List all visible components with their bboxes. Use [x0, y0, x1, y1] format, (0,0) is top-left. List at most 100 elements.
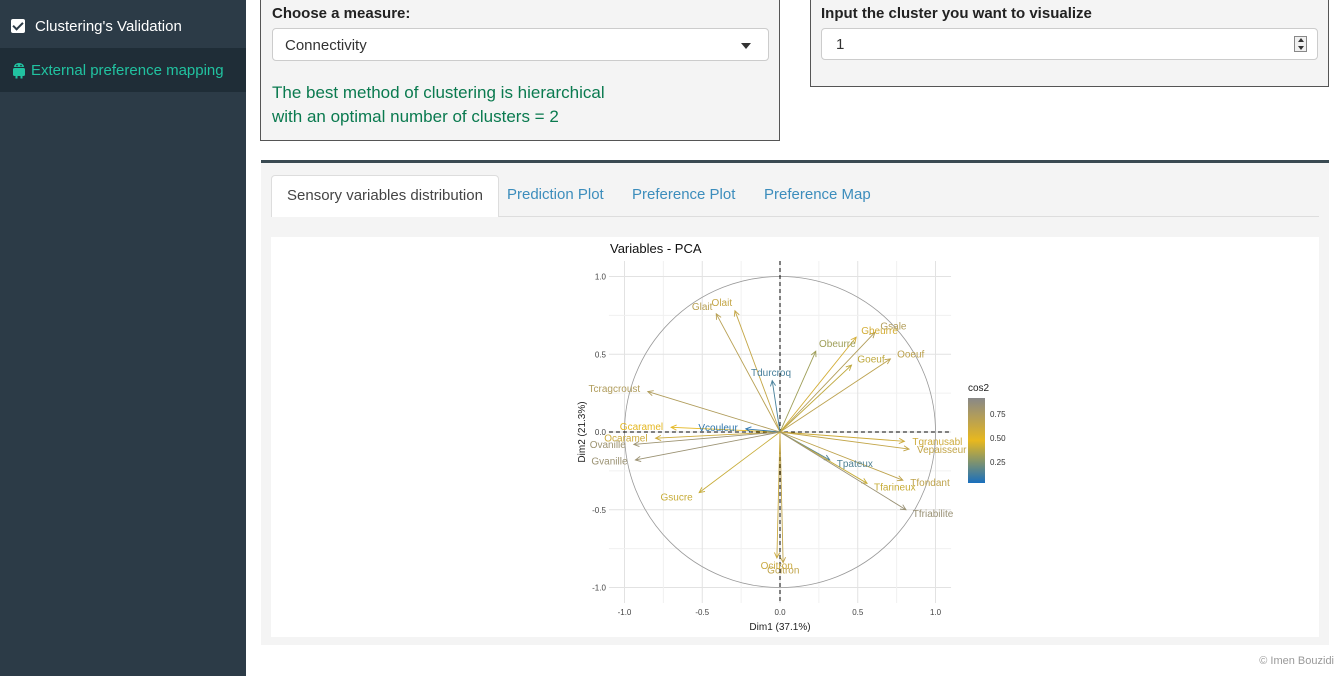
- measure-select-value: Connectivity: [285, 37, 367, 54]
- arrow-gcaramel: [671, 426, 781, 433]
- x-tick-label: 0.5: [852, 608, 864, 617]
- arrow-glait: [715, 313, 781, 433]
- arrow-gsucre: [698, 431, 781, 494]
- arrow-obeurre: [779, 350, 817, 433]
- arrowhead-obeurre: [810, 350, 817, 358]
- clustering-result: The best method of clustering is hierarc…: [272, 81, 605, 129]
- result-line-2: with an optimal number of clusters = 2: [272, 107, 559, 126]
- checkbox-icon: [11, 19, 25, 33]
- arrowhead-tfriabilite: [899, 504, 907, 511]
- plot-area: Variables - PCA -1.0 -0.5 0.0 0.5 1.0 -1.0 -0.…: [271, 237, 1319, 637]
- arrowhead-gcaramel: [670, 424, 677, 431]
- measure-box: Choose a measure: Connectivity The best …: [260, 0, 780, 141]
- tab-preference-map[interactable]: Preference Map: [764, 186, 871, 203]
- variable-label-vepaisseur: Vepaisseur: [917, 445, 967, 456]
- arrowhead-tfondant: [896, 475, 904, 482]
- chart-title: Variables - PCA: [610, 241, 702, 256]
- variable-label-vcouleur: Vcouleur: [698, 423, 738, 434]
- y-tick-label: -0.5: [592, 506, 606, 515]
- arrowhead-goeuf: [845, 364, 853, 371]
- variable-label-glait: Glait: [692, 302, 713, 313]
- sidebar-item-label: External preference mapping: [31, 61, 224, 79]
- arrowhead-ocaramel: [654, 434, 662, 441]
- sidebar-item-label: Clustering's Validation: [35, 17, 182, 35]
- arrowhead-vcouleur: [744, 426, 752, 433]
- variable-label-tfarineux: Tfarineux: [874, 482, 916, 493]
- arrow-tdurcroq: [771, 380, 781, 433]
- legend-tick: 0.25: [990, 458, 1006, 467]
- tab-prediction-plot[interactable]: Prediction Plot: [507, 186, 604, 203]
- variable-label-ovanille: Ovanille: [590, 440, 627, 451]
- arrowhead-glait: [715, 312, 722, 320]
- legend-tick: 0.75: [990, 410, 1006, 419]
- variable-label-tpateux: Tpateux: [837, 459, 873, 470]
- variable-label-ocitron: Ocitron: [761, 561, 793, 572]
- cluster-input-value: 1: [836, 36, 845, 53]
- arrowhead-ocitron: [774, 552, 781, 559]
- tab-panel: Sensory variables distribution Predictio…: [261, 160, 1329, 645]
- arrow-gcitron: [779, 431, 784, 563]
- variable-label-olait: Olait: [712, 298, 733, 309]
- tab-bar: Sensory variables distribution Predictio…: [271, 175, 1319, 217]
- arrowhead-ooeuf: [884, 358, 892, 365]
- variable-label-tgranusabl: Tgranusabl: [912, 437, 962, 448]
- arrow-gbeurre: [779, 336, 857, 433]
- variable-label-tcragcroust: Tcragcroust: [588, 384, 640, 395]
- y-tick-label: 0.0: [595, 428, 607, 437]
- spinner-icon[interactable]: [1294, 36, 1307, 52]
- arrow-ovanille: [633, 431, 781, 445]
- arrow-ocaramel: [655, 431, 781, 439]
- pca-chart: Variables - PCA -1.0 -0.5 0.0 0.5 1.0 -1.0 -0.…: [577, 241, 1006, 633]
- variable-label-gbeurre: Gbeurre: [861, 326, 898, 337]
- footer-credit: © Imen Bouzidi: [1259, 655, 1334, 667]
- variable-label-gvanille: Gvanille: [591, 457, 628, 468]
- measure-select[interactable]: Connectivity: [272, 28, 769, 61]
- arrow-tfondant: [779, 431, 904, 481]
- variable-label-obeurre: Obeurre: [819, 339, 856, 350]
- x-tick-label: 1.0: [930, 608, 942, 617]
- arrow-vcouleur: [745, 428, 781, 433]
- variable-label-tdurcroq: Tdurcroq: [751, 368, 791, 379]
- x-tick-label: -1.0: [618, 608, 632, 617]
- arrowhead-gvanille: [634, 456, 642, 462]
- variable-label-tfriabilite: Tfriabilite: [913, 509, 954, 520]
- sidebar-item-clustering-validation[interactable]: Clustering's Validation: [0, 4, 246, 48]
- arrowhead-tdurcroq: [770, 379, 776, 387]
- variable-label-gcitron: Gcitron: [767, 566, 799, 577]
- tab-preference-plot[interactable]: Preference Plot: [632, 186, 736, 203]
- arrow-ooeuf: [779, 358, 891, 433]
- variable-label-gsale: Gsale: [880, 322, 907, 333]
- y-tick-label: 0.5: [595, 350, 607, 359]
- arrow-gsale: [779, 332, 876, 433]
- cluster-label: Input the cluster you want to visualize: [821, 5, 1092, 22]
- y-tick-label: 1.0: [595, 273, 607, 282]
- sidebar-item-external-preference-mapping[interactable]: External preference mapping: [0, 48, 246, 92]
- x-axis-label: Dim1 (37.1%): [749, 622, 810, 633]
- arrowhead-gsale: [869, 331, 876, 339]
- arrow-tcragcroust: [647, 391, 781, 433]
- cluster-number-input[interactable]: 1: [821, 28, 1318, 60]
- legend-title: cos2: [968, 383, 990, 394]
- chevron-down-icon: [741, 43, 751, 49]
- main-content: Choose a measure: Connectivity The best …: [246, 0, 1344, 676]
- arrowhead-gbeurre: [850, 336, 857, 344]
- arrow-goeuf: [779, 364, 852, 433]
- variable-label-ooeuf: Ooeuf: [897, 349, 924, 360]
- y-axis-label: Dim2 (21.3%): [577, 401, 588, 462]
- measure-label: Choose a measure:: [272, 5, 411, 22]
- variable-label-tfondant: Tfondant: [910, 478, 950, 489]
- arrowhead-vepaisseur: [903, 445, 911, 452]
- variable-label-gsucre: Gsucre: [661, 492, 694, 503]
- arrowhead-tgranusabl: [898, 437, 906, 444]
- arrowhead-tcragcroust: [646, 390, 654, 396]
- legend-tick: 0.50: [990, 434, 1006, 443]
- cluster-box: Input the cluster you want to visualize …: [810, 0, 1329, 87]
- arrowhead-olait: [733, 309, 740, 317]
- arrow-ocitron: [776, 431, 781, 558]
- arrow-vepaisseur: [779, 431, 910, 450]
- arrow-tfriabilite: [779, 431, 907, 511]
- variable-label-gcaramel: Gcaramel: [620, 422, 663, 433]
- variable-label-goeuf: Goeuf: [857, 355, 884, 366]
- arrowhead-gsucre: [698, 487, 706, 494]
- tab-sensory-variables[interactable]: Sensory variables distribution: [271, 175, 499, 217]
